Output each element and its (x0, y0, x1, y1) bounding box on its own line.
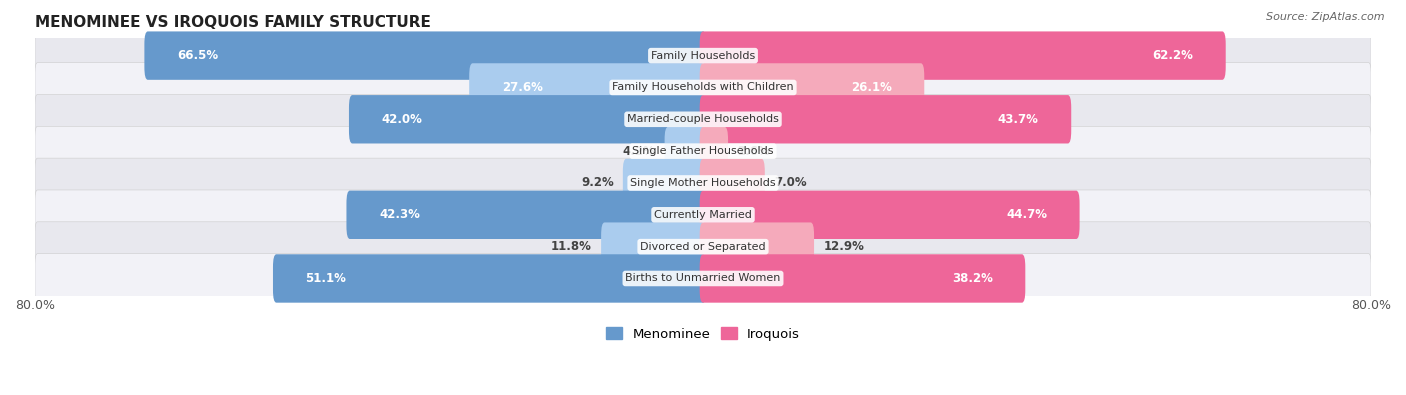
Text: Family Households with Children: Family Households with Children (612, 83, 794, 92)
Text: 27.6%: 27.6% (502, 81, 543, 94)
FancyBboxPatch shape (700, 127, 728, 175)
Text: Currently Married: Currently Married (654, 210, 752, 220)
FancyBboxPatch shape (35, 190, 1371, 240)
FancyBboxPatch shape (35, 126, 1371, 176)
FancyBboxPatch shape (35, 63, 1371, 112)
Text: Married-couple Households: Married-couple Households (627, 114, 779, 124)
Text: 7.0%: 7.0% (773, 177, 807, 190)
FancyBboxPatch shape (602, 222, 706, 271)
FancyBboxPatch shape (700, 191, 1080, 239)
Text: 44.7%: 44.7% (1007, 208, 1047, 221)
FancyBboxPatch shape (665, 127, 706, 175)
FancyBboxPatch shape (35, 94, 1371, 144)
Text: 4.2%: 4.2% (623, 145, 655, 158)
Text: 9.2%: 9.2% (581, 177, 613, 190)
Text: Single Mother Households: Single Mother Households (630, 178, 776, 188)
FancyBboxPatch shape (470, 63, 706, 112)
FancyBboxPatch shape (700, 95, 1071, 143)
Text: 42.3%: 42.3% (380, 208, 420, 221)
FancyBboxPatch shape (35, 254, 1371, 303)
Text: Births to Unmarried Women: Births to Unmarried Women (626, 273, 780, 284)
FancyBboxPatch shape (700, 63, 924, 112)
FancyBboxPatch shape (273, 254, 706, 303)
Text: 38.2%: 38.2% (952, 272, 993, 285)
Text: 26.1%: 26.1% (851, 81, 891, 94)
FancyBboxPatch shape (145, 32, 706, 80)
FancyBboxPatch shape (700, 254, 1025, 303)
FancyBboxPatch shape (346, 191, 706, 239)
Text: Divorced or Separated: Divorced or Separated (640, 242, 766, 252)
FancyBboxPatch shape (700, 32, 1226, 80)
Text: 2.6%: 2.6% (737, 145, 770, 158)
FancyBboxPatch shape (35, 31, 1371, 81)
Text: Family Households: Family Households (651, 51, 755, 60)
FancyBboxPatch shape (623, 159, 706, 207)
FancyBboxPatch shape (35, 222, 1371, 271)
FancyBboxPatch shape (700, 159, 765, 207)
Text: 12.9%: 12.9% (824, 240, 865, 253)
Text: 62.2%: 62.2% (1153, 49, 1194, 62)
Text: 66.5%: 66.5% (177, 49, 218, 62)
FancyBboxPatch shape (700, 222, 814, 271)
Text: 51.1%: 51.1% (305, 272, 346, 285)
Text: 43.7%: 43.7% (998, 113, 1039, 126)
Text: MENOMINEE VS IROQUOIS FAMILY STRUCTURE: MENOMINEE VS IROQUOIS FAMILY STRUCTURE (35, 15, 430, 30)
FancyBboxPatch shape (35, 158, 1371, 208)
Text: Single Father Households: Single Father Households (633, 146, 773, 156)
FancyBboxPatch shape (349, 95, 706, 143)
Text: 11.8%: 11.8% (551, 240, 592, 253)
Text: Source: ZipAtlas.com: Source: ZipAtlas.com (1267, 12, 1385, 22)
Text: 42.0%: 42.0% (381, 113, 422, 126)
Legend: Menominee, Iroquois: Menominee, Iroquois (600, 322, 806, 346)
